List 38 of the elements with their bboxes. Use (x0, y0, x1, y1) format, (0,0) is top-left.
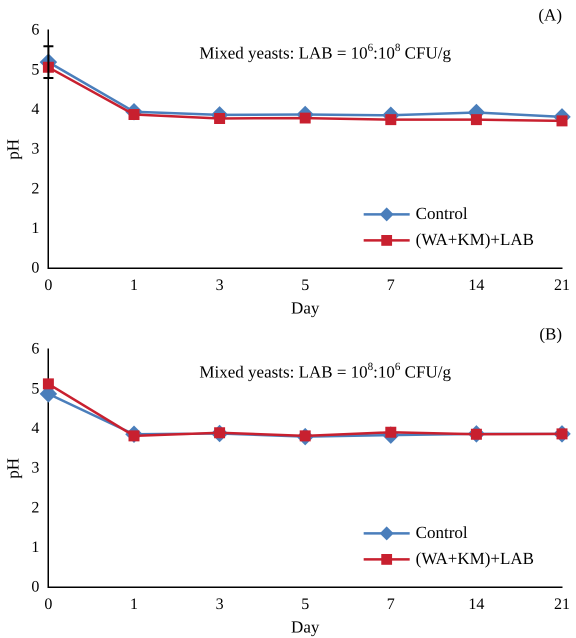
x-tick-label: 3 (216, 596, 224, 614)
x-tick-label: 5 (301, 596, 310, 614)
y-tick-label: 1 (31, 538, 40, 556)
y-tick-label: 2 (31, 499, 40, 516)
x-tick-label: 0 (44, 277, 52, 294)
y-tick-label: 5 (31, 61, 40, 78)
x-tick-label: 5 (301, 277, 310, 294)
y-tick-label: 1 (31, 220, 40, 237)
y-tick-label: 5 (31, 380, 40, 398)
x-tick-label: 0 (44, 596, 52, 614)
legend-label: Control (416, 522, 468, 542)
y-tick-label: 2 (31, 180, 40, 198)
y-tick-label: 3 (31, 460, 40, 477)
y-tick-label: 0 (31, 260, 40, 277)
x-tick-label: 1 (130, 596, 138, 614)
x-tick-label: 14 (468, 596, 484, 614)
x-tick-label: 7 (386, 596, 395, 614)
x-tick-label: 14 (468, 277, 484, 294)
x-axis-title: Day (291, 617, 320, 636)
x-tick-label: 7 (386, 277, 395, 294)
x-tick-label: 21 (554, 596, 570, 614)
legend-label: (WA+KM)+LAB (416, 548, 534, 568)
x-axis-title: Day (291, 298, 320, 318)
y-tick-label: 3 (31, 140, 40, 158)
y-tick-label: 4 (31, 100, 40, 118)
x-tick-label: 3 (216, 277, 224, 294)
y-tick-label: 4 (31, 420, 40, 437)
chart-title: (B) (539, 324, 562, 344)
x-tick-label: 21 (554, 277, 570, 294)
y-tick-label: 0 (31, 578, 40, 596)
y-axis-title: pH (4, 458, 23, 479)
chart-title: (A) (538, 6, 562, 25)
legend-label: Control (416, 204, 468, 223)
x-tick-label: 1 (130, 277, 138, 294)
y-axis-title: pH (4, 139, 23, 160)
y-tick-label: 6 (31, 340, 40, 358)
legend-label: (WA+KM)+LAB (416, 230, 534, 249)
y-tick-label: 6 (31, 22, 40, 39)
